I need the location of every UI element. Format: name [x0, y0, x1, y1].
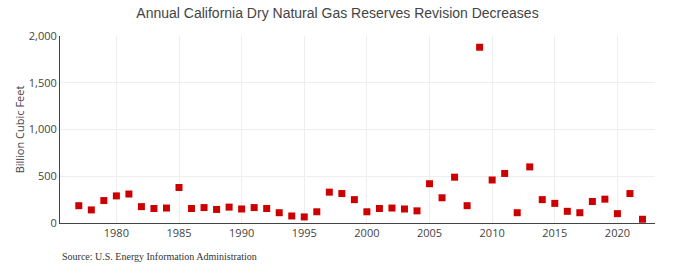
svg-text:2,000: 2,000 — [29, 28, 57, 43]
svg-text:1,500: 1,500 — [29, 75, 57, 90]
svg-text:Annual California Dry Natural: Annual California Dry Natural Gas Reserv… — [136, 5, 538, 21]
svg-text:1,000: 1,000 — [29, 121, 57, 136]
svg-text:2010: 2010 — [480, 225, 505, 240]
svg-text:500: 500 — [38, 168, 57, 183]
svg-text:0: 0 — [51, 215, 57, 230]
svg-text:Billion Cubic Feet: Billion Cubic Feet — [12, 86, 27, 174]
svg-text:1980: 1980 — [104, 225, 129, 240]
svg-text:2015: 2015 — [542, 225, 567, 240]
svg-text:2005: 2005 — [417, 225, 442, 240]
svg-text:1995: 1995 — [292, 225, 317, 240]
svg-text:1990: 1990 — [229, 225, 254, 240]
svg-text:1985: 1985 — [166, 225, 191, 240]
svg-text:Source: U.S. Energy Informatio: Source: U.S. Energy Information Administ… — [62, 251, 257, 262]
svg-text:2000: 2000 — [354, 225, 379, 240]
svg-text:2020: 2020 — [605, 225, 630, 240]
